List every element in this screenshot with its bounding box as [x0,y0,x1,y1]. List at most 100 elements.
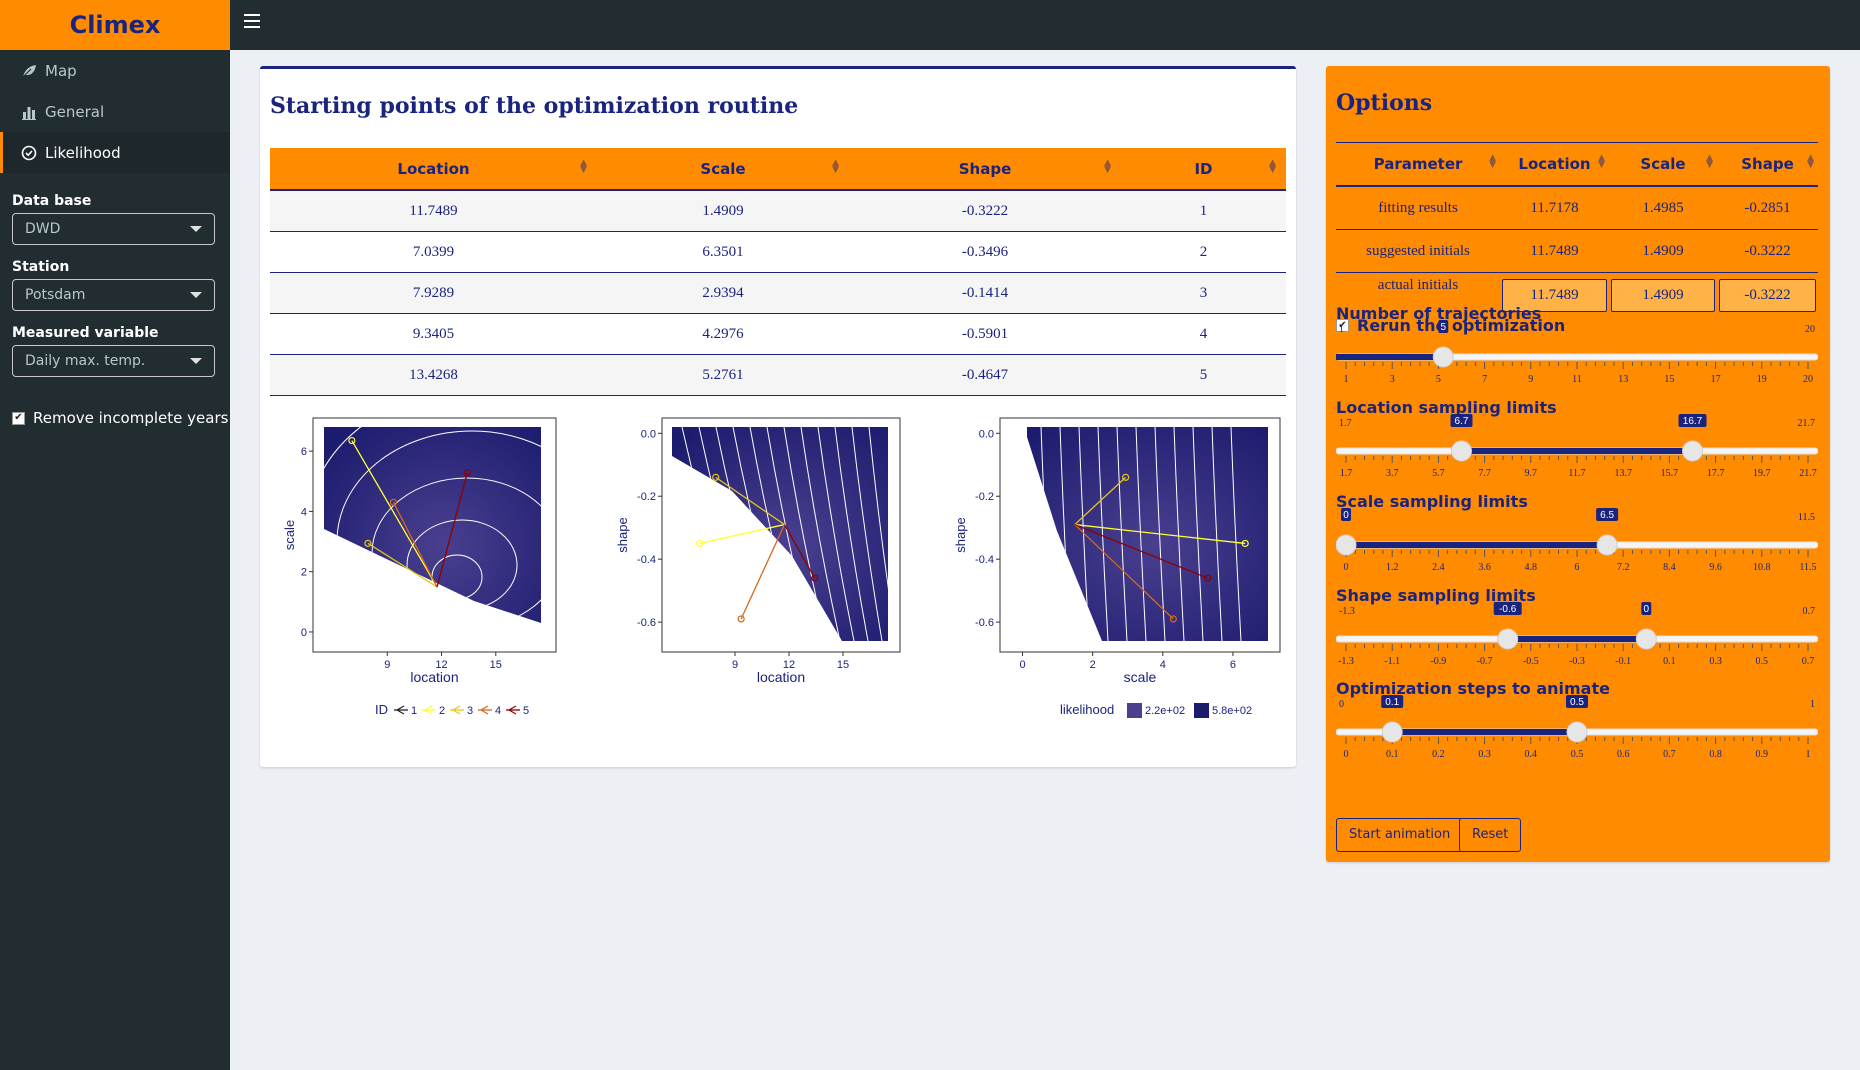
slider-handle[interactable] [1596,534,1618,556]
sort-icon[interactable]: ▲ ▼ [1706,153,1713,170]
legend-arrow [395,705,405,715]
slider-value-text: 0 [1343,510,1349,521]
column-header-shape[interactable]: Shape ▲ ▼ [1717,142,1818,187]
check-circle-icon [21,145,37,161]
slider-handle[interactable] [1635,628,1657,650]
slider-tick-label: 3 [1390,374,1395,382]
slider-value-badge [1341,508,1351,521]
sort-icon[interactable]: ▲ ▼ [1104,158,1111,175]
database-select[interactable]: DWD [12,213,215,245]
slider-handle[interactable] [1336,534,1357,556]
x-axis-label: location [410,669,458,685]
legend-label: 5 [523,705,529,717]
slider-handle[interactable] [1381,721,1403,743]
sort-icon[interactable]: ▲ ▼ [1489,153,1496,170]
rerun-checkbox[interactable]: ✔ Rerun the optimization [1336,316,1565,335]
slider-tick-label: -0.5 [1523,656,1539,664]
sort-icon[interactable]: ▲ ▼ [832,158,839,175]
table-row[interactable]: 11.7489 1.4909 -0.3222 1 [270,190,1286,232]
x-tick-label: 9 [732,659,738,671]
trajectory-line [1074,524,1174,620]
starting-points-table: Location ▲ ▼ Scale ▲ ▼ Shape ▲ ▼ ID ▲ ▼ 11.7489 1… [270,148,1286,396]
slider-value-text: 6.5 [1600,510,1614,521]
y-axis-label: shape [953,517,968,552]
slider-track-svg[interactable]: 1 201 3 5 7 9 11 13 15 17 19 205 [1336,320,1818,382]
options-table: Parameter ▲ ▼ Location ▲ ▼ Scale ▲ ▼ Shape ▲ ▼ f… [1336,142,1818,318]
slider-track-svg[interactable]: -1.3 0.7 -1.3 -1.1 -0.9 -0.7 -0.5 -0.3 -0.1 0.1 0.… [1336,602,1818,664]
station-select[interactable]: Potsdam [12,279,215,311]
remove-incomplete-checkbox[interactable]: ✔ Remove incomplete years [12,409,230,427]
slider-handle[interactable] [1451,440,1472,462]
slider-optimization-steps-to-animate[interactable]: Optimization steps to animate 0 1 0 0.1 0.2 0.… [1336,679,1818,759]
slider-fill [1392,729,1577,735]
slider-track-svg[interactable]: 11.5 0 1.2 2.4 3.6 4.8 6 7.2 8.4 9.6 10.8 11.5 0 6.5 [1336,508,1818,570]
contour-line [817,427,855,641]
start-animation-button[interactable]: Start animation [1336,818,1464,852]
slider-label: Location sampling limits [1336,398,1557,417]
slider-track[interactable] [1336,353,1818,361]
slider-handle[interactable] [1497,628,1519,650]
sort-icon[interactable]: ▲ ▼ [580,158,587,175]
column-header-location[interactable]: Location ▲ ▼ [1500,142,1609,187]
x-tick-label: 2 [1090,659,1096,671]
legend-swatch [1194,703,1209,718]
y-tick-label: -0.6 [637,617,656,629]
y-tick-label: -0.6 [975,617,994,629]
slider-handle[interactable] [1432,346,1454,368]
checkbox-icon[interactable]: ✔ [1336,319,1349,332]
legend-label: 2 [439,705,445,717]
reset-button[interactable]: Reset [1459,818,1522,852]
chevron-down-icon [190,226,202,232]
slider-tick-label: -0.7 [1477,656,1493,664]
column-header-shape[interactable]: Shape ▲ ▼ [849,148,1121,191]
column-header-id[interactable]: ID ▲ ▼ [1121,148,1286,191]
column-header-scale[interactable]: Scale ▲ ▼ [597,148,849,191]
slider-shape-sampling-limits[interactable]: Shape sampling limits -1.3 0.7 -1.3 -1.1 -0.9… [1336,586,1818,666]
slider-location-sampling-limits[interactable]: Location sampling limits 1.7 21.7 1.7 3.7 5.7… [1336,398,1818,478]
y-tick-label: 4 [301,506,307,518]
trajectory-line [367,542,438,588]
sort-icon[interactable]: ▲ ▼ [1269,158,1276,175]
checkbox-icon[interactable]: ✔ [12,411,25,425]
column-header-parameter[interactable]: Parameter ▲ ▼ [1336,142,1500,187]
contour-line [851,427,883,641]
initial-scale-input[interactable]: 1.4909 [1611,279,1715,312]
initial-shape-input[interactable]: -0.3222 [1719,279,1816,312]
slider-max-label: 11.5 [1798,512,1815,523]
slider-label: Shape sampling limits [1336,586,1536,605]
sort-icon[interactable]: ▲ ▼ [1807,153,1814,170]
slider-scale-sampling-limits[interactable]: Scale sampling limits 11.5 0 1.2 2.4 3.6 4.8 6 7… [1336,492,1818,572]
sidebar-item-label: Map [45,61,77,80]
table-row[interactable]: 9.3405 4.2976 -0.5901 4 [270,313,1286,355]
slider-value-badge [1450,414,1473,427]
start-point [364,539,372,547]
slider-track-svg[interactable]: 0 1 0 0.1 0.2 0.3 0.4 0.5 0.6 0.7 0.8 0.9 1 0.1 0.5 [1336,695,1818,757]
slider-tick-label: 0.5 [1571,749,1584,757]
trajectory-line [436,472,469,588]
y-axis-label: scale [282,520,297,550]
slider-track-svg[interactable]: 1.7 21.7 1.7 3.7 5.7 7.7 9.7 11.7 13.7 15.7 17.7 19… [1336,414,1818,476]
slider-tick-label: 7.7 [1478,468,1491,476]
initial-location-input[interactable]: 11.7489 [1502,279,1607,312]
app-logo[interactable]: Climex [0,0,230,50]
variable-label: Measured variable [12,325,159,341]
sidebar-toggle-icon[interactable] [244,14,260,30]
contour-line [1116,427,1128,641]
x-tick-label: 9 [384,659,390,671]
slider-handle[interactable] [1566,721,1588,743]
table-row[interactable]: 13.4268 5.2761 -0.4647 5 [270,354,1286,396]
slider-tick-label: 0.2 [1432,749,1445,757]
variable-select[interactable]: Daily max. temp. [12,345,215,377]
sidebar-item-general[interactable]: General [0,91,230,132]
table-row[interactable]: 7.9289 2.9394 -0.1414 3 [270,272,1286,314]
sidebar-item-likelihood[interactable]: Likelihood [0,132,230,173]
slider-number-of-trajectories[interactable]: Number of trajectories 1 20 1 3 5 7 9 11 13 15 17 19… [1336,304,1818,384]
sidebar-item-map[interactable]: Map [0,50,230,91]
slider-handle[interactable] [1682,440,1703,462]
column-header-scale[interactable]: Scale ▲ ▼ [1609,142,1717,187]
slider-tick-label: 6 [1575,562,1580,570]
sort-icon[interactable]: ▲ ▼ [1598,153,1605,170]
legend-arrow [507,705,517,715]
table-row[interactable]: 7.0399 6.3501 -0.3496 2 [270,231,1286,273]
column-header-location[interactable]: Location ▲ ▼ [270,148,597,191]
